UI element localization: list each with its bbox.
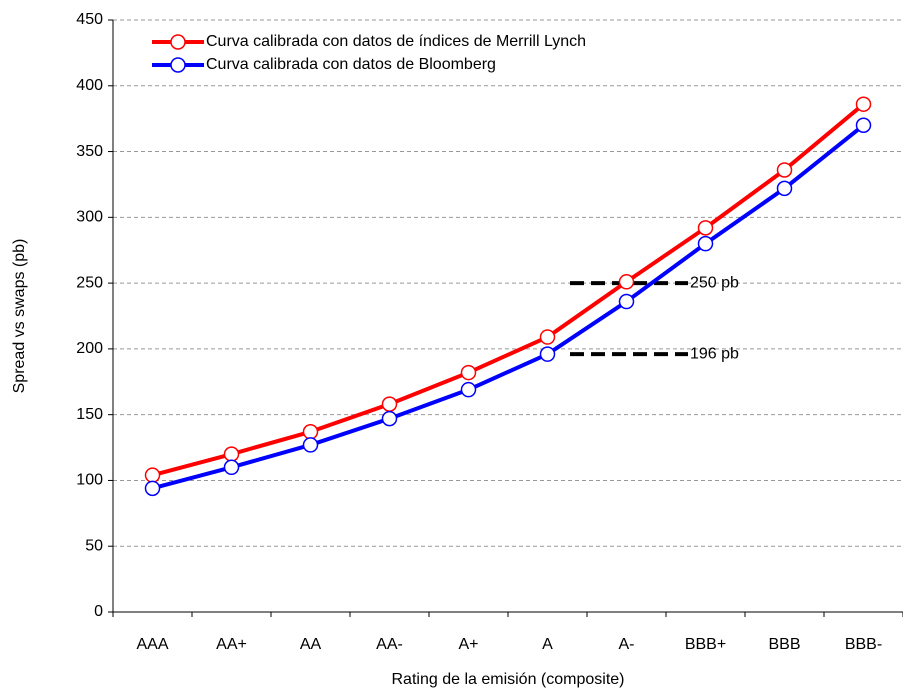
x-tick-label: AAA (136, 636, 168, 653)
y-tick-label: 400 (76, 77, 103, 94)
point (539, 346, 556, 362)
point (539, 329, 556, 345)
point (144, 480, 161, 497)
point (302, 437, 319, 453)
x-tick-label: AA (300, 636, 322, 653)
y-tick-label: 150 (76, 406, 103, 423)
point (776, 162, 793, 178)
point (223, 446, 240, 462)
x-tick-label: BBB (768, 636, 800, 653)
y-axis-label: Spread vs swaps (pb) (11, 239, 28, 394)
y-tick-label: 300 (76, 209, 103, 226)
y-tick-label: 450 (76, 11, 103, 28)
legend-label: Curva calibrada con datos de índices de … (206, 33, 586, 50)
point (697, 235, 714, 252)
y-tick-label: 0 (94, 603, 103, 620)
line-series (151, 102, 865, 478)
x-tick-label: A (542, 636, 553, 653)
line-series (151, 123, 865, 491)
y-tick-label: 50 (85, 537, 103, 554)
x-tick-label: AA+ (216, 636, 247, 653)
point (618, 293, 635, 310)
point (618, 274, 635, 290)
point (381, 410, 398, 427)
point (381, 396, 398, 412)
point (460, 381, 477, 398)
point (144, 467, 161, 483)
legend-marker (170, 57, 186, 73)
legend-label: Curva calibrada con datos de Bloomberg (206, 56, 496, 73)
point (697, 220, 714, 236)
x-tick-label: A- (619, 636, 635, 653)
point (855, 96, 872, 112)
point (302, 424, 319, 440)
point (776, 180, 793, 197)
annotation-label: 250 pb (690, 274, 739, 291)
x-tick-label: AA- (376, 636, 403, 653)
point (460, 364, 477, 381)
x-tick-label: BBB- (845, 636, 882, 653)
point (855, 117, 872, 133)
y-tick-label: 200 (76, 340, 103, 357)
y-tick-label: 350 (76, 143, 103, 160)
x-axis-label: Rating de la emisión (composite) (392, 671, 625, 688)
x-tick-label: BBB+ (685, 636, 726, 653)
annotation-label: 196 pb (690, 345, 739, 362)
y-tick-label: 250 (76, 274, 103, 291)
y-tick-label: 100 (76, 472, 103, 489)
x-tick-label: A+ (458, 636, 478, 653)
point (223, 459, 240, 476)
legend-marker (170, 34, 186, 50)
